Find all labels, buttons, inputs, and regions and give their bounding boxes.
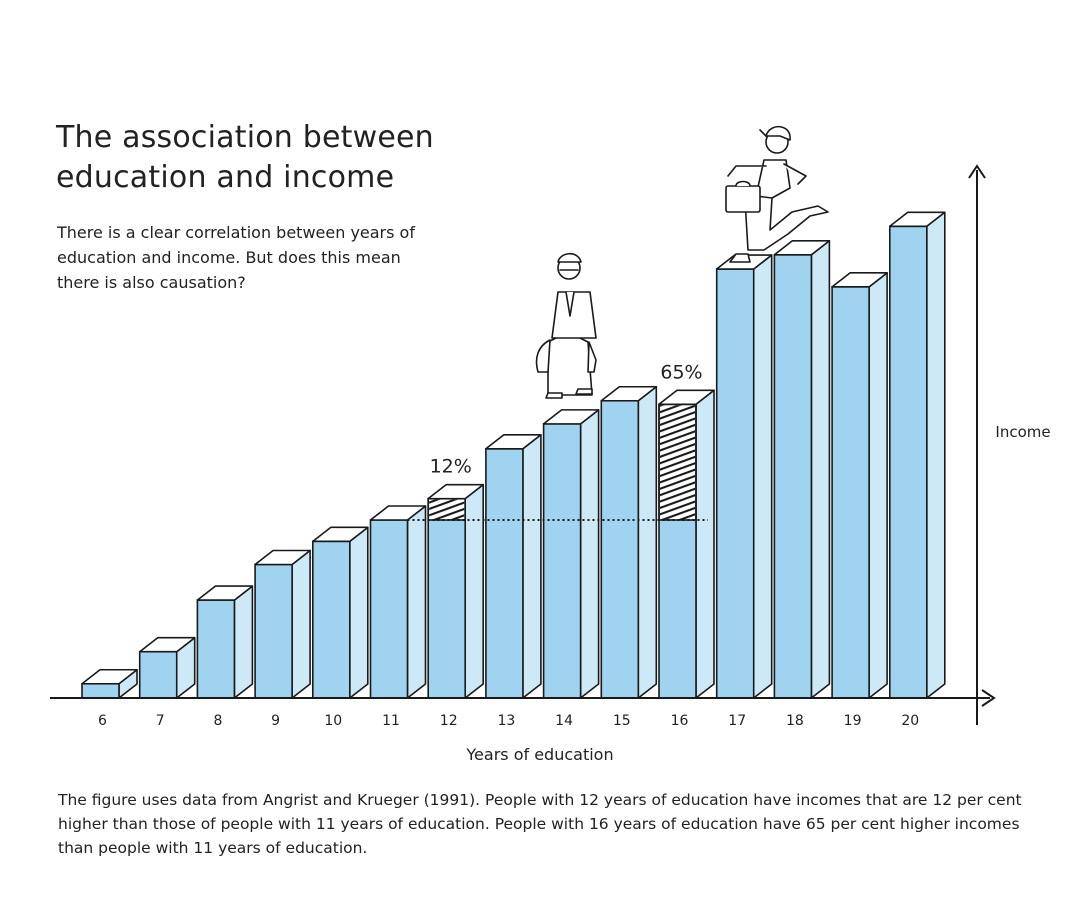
bar-side-9 <box>291 549 311 699</box>
bar-top-9 <box>254 549 311 566</box>
bar-front-17 <box>715 268 755 699</box>
bar-increase-hatch-12 <box>429 499 465 520</box>
bar-front-11 <box>369 519 409 699</box>
bar-top-12 <box>427 483 484 500</box>
x-tick-label: 14 <box>555 713 573 729</box>
bar-front-15 <box>600 399 640 699</box>
bar-top-19 <box>831 272 888 288</box>
x-tick-label: 13 <box>497 713 515 729</box>
bar-side-19 <box>868 272 888 699</box>
bar-increase-hatch-16 <box>660 405 695 520</box>
standing-man-illustration <box>535 252 597 399</box>
bar-side-17 <box>752 254 773 699</box>
bar-top-11 <box>369 505 427 521</box>
annotation-label-16: 65% <box>660 361 702 383</box>
x-tick-label: 15 <box>613 713 631 729</box>
x-tick-label: 16 <box>671 713 689 729</box>
annotation-label-12: 12% <box>430 456 472 478</box>
bar-top-18 <box>773 239 831 256</box>
bar-top-10 <box>312 526 369 543</box>
bar-year-7 <box>138 636 196 699</box>
x-tick-label: 19 <box>844 713 862 729</box>
bar-side-20 <box>926 211 946 699</box>
bar-top-14 <box>542 409 600 425</box>
bar-top-8 <box>196 585 254 601</box>
bar-side-12 <box>464 483 484 699</box>
bars-group <box>81 211 946 699</box>
bar-year-8 <box>196 585 254 699</box>
bar-year-6 <box>81 668 138 699</box>
figures-group <box>535 125 829 399</box>
bar-year-13 <box>485 434 542 699</box>
bar-top-6 <box>81 668 138 685</box>
bar-year-9 <box>254 549 311 699</box>
x-tick-label: 8 <box>213 713 222 729</box>
x-tick-label: 20 <box>901 713 919 729</box>
bar-top-13 <box>485 434 542 450</box>
x-tick-label: 11 <box>382 713 400 729</box>
bar-year-18 <box>773 239 831 699</box>
x-tick-label: 6 <box>98 713 107 729</box>
bar-year-14 <box>542 409 600 699</box>
bar-front-6 <box>81 682 120 699</box>
x-tick-label: 17 <box>728 713 746 729</box>
bar-front-7 <box>138 650 178 699</box>
x-tick-label: 9 <box>271 713 280 729</box>
bar-year-11 <box>369 505 427 699</box>
x-tick-label: 12 <box>440 713 458 729</box>
x-tick-label: 10 <box>324 713 342 729</box>
bar-year-12 <box>427 483 484 699</box>
bar-top-7 <box>138 636 196 653</box>
bar-front-19 <box>831 286 870 699</box>
bar-front-9 <box>254 563 293 699</box>
bar-year-19 <box>831 272 888 699</box>
bar-front-14 <box>542 423 582 699</box>
running-woman-illustration <box>725 125 829 263</box>
bar-side-16 <box>695 389 715 699</box>
bar-front-10 <box>311 540 351 699</box>
y-axis-label: Income <box>995 423 1050 441</box>
bar-side-13 <box>522 434 542 699</box>
bar-side-15 <box>637 385 658 699</box>
x-axis-label: Years of education <box>465 745 613 764</box>
chart-title: The association between education and in… <box>56 120 434 195</box>
bar-front-13 <box>485 447 524 699</box>
bar-front-8 <box>196 599 236 699</box>
bar-top-20 <box>889 211 946 228</box>
bar-top-15 <box>600 385 658 402</box>
y-axis-arrow <box>968 164 986 179</box>
bar-year-17 <box>715 254 773 699</box>
bar-year-10 <box>311 526 369 699</box>
x-tick-label: 18 <box>786 713 804 729</box>
bar-side-10 <box>349 526 369 699</box>
bar-top-16 <box>658 389 715 406</box>
bar-side-14 <box>579 409 600 699</box>
chart-caption: The figure uses data from Angrist and Kr… <box>58 791 1022 857</box>
x-tick-label: 7 <box>156 713 165 729</box>
bar-side-18 <box>810 239 831 699</box>
x-axis-arrow <box>981 689 996 707</box>
bar-year-20 <box>888 211 946 699</box>
bar-front-12 <box>427 497 467 699</box>
bar-front-20 <box>888 225 928 699</box>
bar-year-15 <box>600 385 658 699</box>
chart-subtitle: There is a clear correlation between yea… <box>57 223 415 292</box>
bar-front-18 <box>773 253 813 699</box>
bar-side-8 <box>233 585 254 699</box>
bar-year-16 <box>658 389 715 699</box>
bar-side-11 <box>406 505 427 699</box>
